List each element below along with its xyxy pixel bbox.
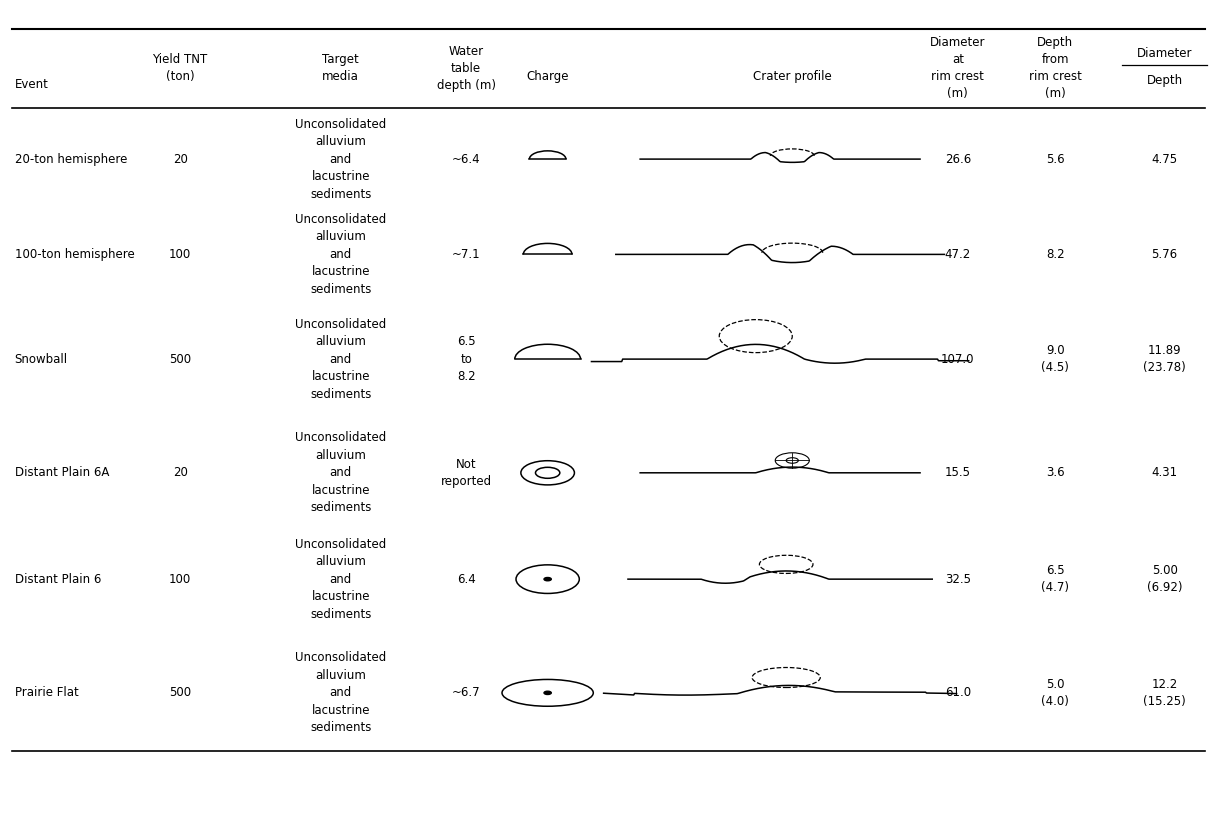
Text: 20: 20 xyxy=(173,153,187,165)
Text: 500: 500 xyxy=(169,353,191,366)
Text: 8.2: 8.2 xyxy=(1045,248,1065,261)
Text: 9.0
(4.5): 9.0 (4.5) xyxy=(1042,344,1069,375)
Ellipse shape xyxy=(544,578,551,581)
Text: 47.2: 47.2 xyxy=(944,248,971,261)
Text: 3.6: 3.6 xyxy=(1045,466,1065,479)
Text: Prairie Flat: Prairie Flat xyxy=(15,686,78,699)
Text: 100: 100 xyxy=(169,573,191,586)
Text: Unconsolidated
alluvium
and
lacustrine
sediments: Unconsolidated alluvium and lacustrine s… xyxy=(296,651,386,735)
Text: 4.31: 4.31 xyxy=(1151,466,1178,479)
Text: Crater profile: Crater profile xyxy=(753,70,831,83)
Text: 5.76: 5.76 xyxy=(1151,248,1178,261)
Text: 20: 20 xyxy=(173,466,187,479)
Text: Distant Plain 6: Distant Plain 6 xyxy=(15,573,101,586)
Text: Unconsolidated
alluvium
and
lacustrine
sediments: Unconsolidated alluvium and lacustrine s… xyxy=(296,118,386,200)
Text: 5.6: 5.6 xyxy=(1045,153,1065,165)
Text: 5.00
(6.92): 5.00 (6.92) xyxy=(1146,564,1183,595)
Text: Charge: Charge xyxy=(527,70,568,83)
Ellipse shape xyxy=(544,691,551,694)
Text: 26.6: 26.6 xyxy=(944,153,971,165)
Text: Event: Event xyxy=(15,79,49,91)
Text: Unconsolidated
alluvium
and
lacustrine
sediments: Unconsolidated alluvium and lacustrine s… xyxy=(296,431,386,515)
Text: Snowball: Snowball xyxy=(15,353,68,366)
Text: Depth
from
rim crest
(m): Depth from rim crest (m) xyxy=(1028,36,1082,101)
Text: Depth: Depth xyxy=(1146,74,1183,87)
Text: ~7.1: ~7.1 xyxy=(452,248,481,261)
Text: Unconsolidated
alluvium
and
lacustrine
sediments: Unconsolidated alluvium and lacustrine s… xyxy=(296,317,386,401)
Text: 107.0: 107.0 xyxy=(941,353,975,366)
Text: 5.0
(4.0): 5.0 (4.0) xyxy=(1042,677,1069,708)
Text: 500: 500 xyxy=(169,686,191,699)
Text: 6.5
(4.7): 6.5 (4.7) xyxy=(1041,564,1070,595)
Text: 61.0: 61.0 xyxy=(944,686,971,699)
Text: 6.5
to
8.2: 6.5 to 8.2 xyxy=(456,335,476,383)
Text: 6.4: 6.4 xyxy=(456,573,476,586)
Text: ~6.4: ~6.4 xyxy=(452,153,481,165)
Text: 15.5: 15.5 xyxy=(944,466,971,479)
Text: Yield TNT
(ton): Yield TNT (ton) xyxy=(152,53,208,83)
Text: 100: 100 xyxy=(169,248,191,261)
Text: 20-ton hemisphere: 20-ton hemisphere xyxy=(15,153,127,165)
Text: Diameter
at
rim crest
(m): Diameter at rim crest (m) xyxy=(930,36,986,101)
Text: ~6.7: ~6.7 xyxy=(452,686,481,699)
Text: Not
reported: Not reported xyxy=(441,457,492,488)
Text: Distant Plain 6A: Distant Plain 6A xyxy=(15,466,110,479)
Text: 100-ton hemisphere: 100-ton hemisphere xyxy=(15,248,134,261)
Text: Water
table
depth (m): Water table depth (m) xyxy=(437,45,495,92)
Text: Diameter: Diameter xyxy=(1137,47,1193,60)
Text: Unconsolidated
alluvium
and
lacustrine
sediments: Unconsolidated alluvium and lacustrine s… xyxy=(296,537,386,621)
Text: 32.5: 32.5 xyxy=(944,573,971,586)
Text: 11.89
(23.78): 11.89 (23.78) xyxy=(1143,344,1187,375)
Text: 12.2
(15.25): 12.2 (15.25) xyxy=(1143,677,1187,708)
Text: Unconsolidated
alluvium
and
lacustrine
sediments: Unconsolidated alluvium and lacustrine s… xyxy=(296,213,386,296)
Text: Target
media: Target media xyxy=(323,53,359,83)
Text: 4.75: 4.75 xyxy=(1151,153,1178,165)
